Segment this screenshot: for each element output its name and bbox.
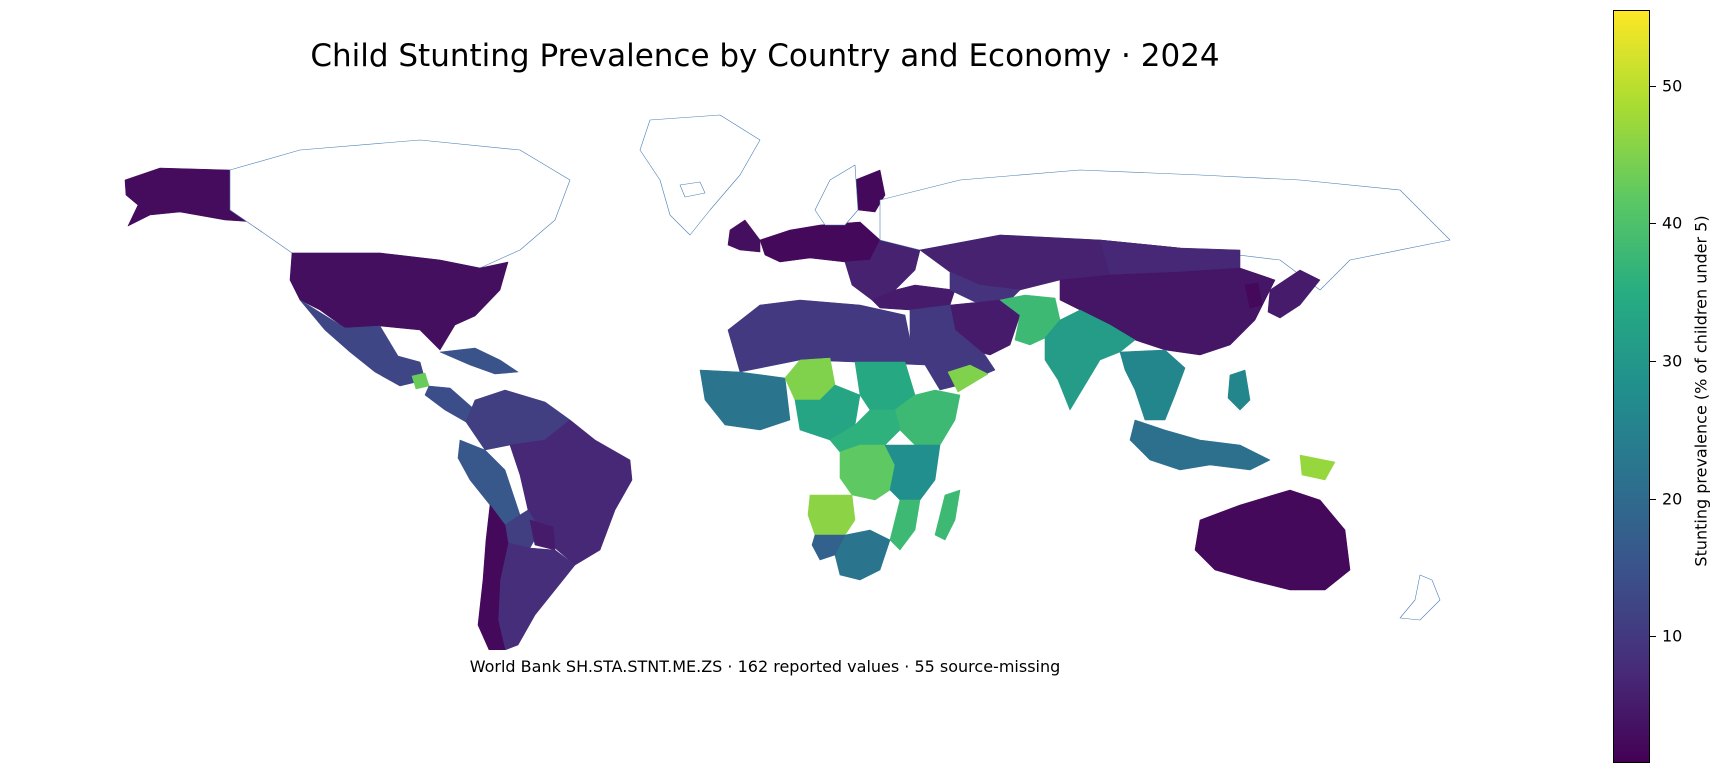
region-papua-new-guinea xyxy=(1299,454,1336,481)
region-turkey xyxy=(871,284,956,311)
region-scandinavia xyxy=(814,164,859,226)
region-australia xyxy=(1194,489,1351,591)
region-japan xyxy=(1267,269,1321,319)
colorbar-tick-label: 20 xyxy=(1662,489,1683,509)
region-greenland xyxy=(639,114,761,236)
region-north-africa xyxy=(727,299,926,373)
region-western-europe xyxy=(759,221,881,263)
region-southeast-asia xyxy=(1119,349,1186,421)
region-chile xyxy=(477,504,509,650)
colorbar-tick-label: 30 xyxy=(1662,351,1683,371)
colorbar-tick xyxy=(1650,498,1656,500)
region-united-states xyxy=(289,252,509,351)
map-caption: World Bank SH.STA.STNT.ME.ZS · 162 repor… xyxy=(469,657,1061,676)
colorbar xyxy=(1613,10,1650,763)
colorbar-tick xyxy=(1650,85,1656,87)
region-canada xyxy=(229,139,571,269)
region-angola xyxy=(807,494,856,536)
region-east-africa xyxy=(884,444,941,501)
map-title: Child Stunting Prevalence by Country and… xyxy=(310,38,1220,74)
region-new-zealand xyxy=(1399,574,1441,621)
region-united-kingdom-ireland xyxy=(727,219,761,253)
colorbar-tick xyxy=(1650,636,1656,638)
region-caribbean xyxy=(439,347,519,375)
region-southern-africa xyxy=(834,529,891,581)
colorbar-tick-label: 40 xyxy=(1662,213,1683,233)
world-map xyxy=(124,114,1451,650)
region-korea xyxy=(1244,282,1263,309)
region-yemen xyxy=(947,364,989,393)
colorbar-tick-label: 50 xyxy=(1662,76,1683,96)
region-ethiopia-horn xyxy=(894,389,961,446)
region-india xyxy=(1044,309,1136,411)
region-madagascar xyxy=(934,489,961,541)
region-mozambique xyxy=(889,499,921,551)
region-philippines xyxy=(1227,369,1251,411)
colorbar-tick xyxy=(1650,223,1656,225)
region-central-america xyxy=(424,385,476,423)
colorbar-tick xyxy=(1650,361,1656,363)
region-iceland xyxy=(679,181,706,198)
region-nigeria-sahel xyxy=(794,384,861,441)
colorbar-tick-label: 10 xyxy=(1662,626,1683,646)
region-west-africa-coast xyxy=(699,369,791,431)
region-dr-congo xyxy=(839,444,896,501)
colorbar-label: Stunting prevalence (% of children under… xyxy=(1691,215,1711,567)
region-namibia-botswana xyxy=(811,534,846,561)
region-argentina xyxy=(497,542,576,650)
region-guatemala xyxy=(411,372,430,390)
region-eastern-europe-balkans xyxy=(844,239,921,301)
region-indonesia xyxy=(1129,419,1271,471)
